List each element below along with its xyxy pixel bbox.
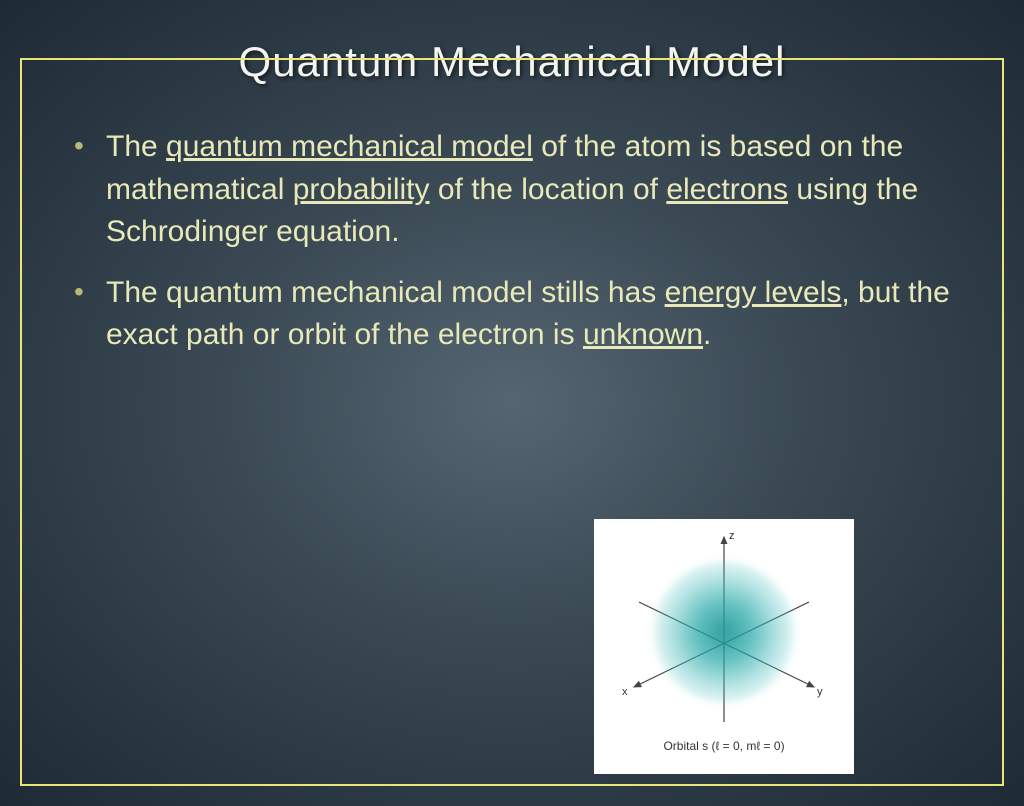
axis-z-label: z [729,530,735,542]
underlined-term: energy levels [665,276,842,309]
bullet-text: . [703,318,711,351]
underlined-term: probability [293,173,430,206]
underlined-term: electrons [666,173,788,206]
bullet-list: The quantum mechanical model of the atom… [70,126,954,357]
bullet-item: The quantum mechanical model stills has … [70,272,954,357]
axis-x-label: x [622,686,628,698]
bullet-text: of the location of [430,173,667,206]
orbital-diagram: z y x Orbital s (ℓ = 0, mℓ = 0) [594,519,854,774]
bullet-item: The quantum mechanical model of the atom… [70,126,954,254]
axis-y-label: y [817,686,823,698]
slide-content: The quantum mechanical model of the atom… [70,126,954,357]
underlined-term: quantum mechanical model [166,130,533,163]
orbital-cloud [654,562,794,702]
bullet-text: The [106,130,166,163]
diagram-caption: Orbital s (ℓ = 0, mℓ = 0) [663,739,784,753]
underlined-term: unknown [583,318,703,351]
bullet-text: The quantum mechanical model stills has [106,276,665,309]
